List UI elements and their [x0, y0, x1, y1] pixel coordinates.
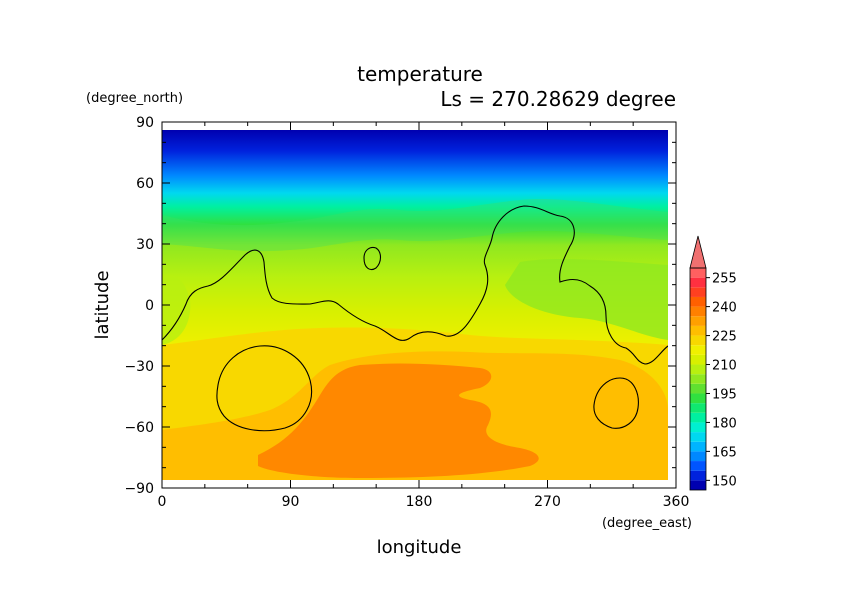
colorbar-swatch — [690, 306, 706, 317]
y-tick-label: −30 — [124, 359, 154, 375]
colorbar-swatch — [690, 296, 706, 307]
colorbar-swatch — [690, 393, 706, 404]
colorbar-tick-label: 150 — [712, 474, 737, 489]
x-tick-label: 0 — [158, 494, 167, 510]
colorbar-tick-label: 165 — [712, 445, 737, 460]
chart-subtitle: Ls = 270.28629 degree — [440, 87, 676, 111]
temperature-field — [162, 130, 668, 480]
colorbar-swatch — [690, 422, 706, 433]
x-unit-label: (degree_east) — [602, 516, 692, 531]
topography-contour-crater-east — [593, 377, 639, 429]
topography-contour-crater-west — [216, 345, 313, 432]
y-tick-label: −60 — [124, 420, 154, 436]
y-tick-label: 60 — [136, 176, 154, 192]
colorbar-tick-label: 255 — [712, 272, 737, 287]
colorbar-tick-label: 240 — [712, 301, 737, 316]
topography-contour-main — [162, 205, 668, 365]
colorbar-swatch — [690, 364, 706, 375]
colorbar-swatch — [690, 461, 706, 471]
colorbar-swatch — [690, 335, 706, 346]
colorbar-swatch — [690, 354, 706, 365]
colorbar-swatch — [690, 316, 706, 326]
colorbar-swatch — [690, 432, 706, 442]
green-west-region — [162, 274, 191, 345]
x-tick-label: 360 — [663, 494, 690, 510]
colorbar-swatch — [690, 325, 706, 336]
colorbar-tick-label: 180 — [712, 416, 737, 431]
colorbar-tick-label: 195 — [712, 387, 737, 402]
colorbar-tick-label: 225 — [712, 330, 737, 345]
colorbar-frame — [689, 267, 707, 491]
colorbar-extend-arrow — [689, 235, 707, 269]
y-tick-label: 30 — [136, 237, 154, 253]
colorbar-swatch — [690, 374, 706, 384]
x-tick-label: 90 — [282, 494, 300, 510]
x-tick-label: 270 — [534, 494, 561, 510]
green-mid-region — [505, 258, 668, 340]
colorbar-tick-label: 210 — [712, 359, 737, 374]
colorbar-swatch — [690, 441, 706, 452]
x-tick-label: 180 — [406, 494, 433, 510]
hot-core-region — [258, 363, 539, 478]
colorbar-swatch — [690, 470, 706, 481]
colorbar-swatch — [690, 412, 706, 423]
y-tick-label: 90 — [136, 115, 154, 131]
colorbar: 150 165 180 195 210 225 240 255 — [689, 235, 737, 491]
colorbar-swatch — [690, 277, 706, 288]
y-tick-label: −90 — [124, 481, 154, 497]
colorbar-swatch — [690, 268, 706, 278]
colorbar-swatch — [690, 403, 706, 413]
y-axis-label: latitude — [92, 270, 113, 339]
colorbar-swatch — [690, 383, 706, 394]
colorbar-swatch — [690, 451, 706, 462]
colorbar-swatch — [690, 287, 706, 297]
x-axis-label: longitude — [377, 537, 462, 558]
chart-title: temperature — [357, 62, 483, 86]
cold-front-band — [162, 199, 668, 252]
topography-contour-peak — [363, 246, 382, 271]
y-unit-label: (degree_north) — [86, 91, 183, 106]
colorbar-swatch — [690, 345, 706, 355]
y-tick-label: 0 — [145, 298, 154, 314]
colorbar-swatch — [690, 480, 706, 490]
plot-axes: 0 90 180 270 360 90 60 30 0 −30 −60 −90 — [124, 115, 689, 510]
